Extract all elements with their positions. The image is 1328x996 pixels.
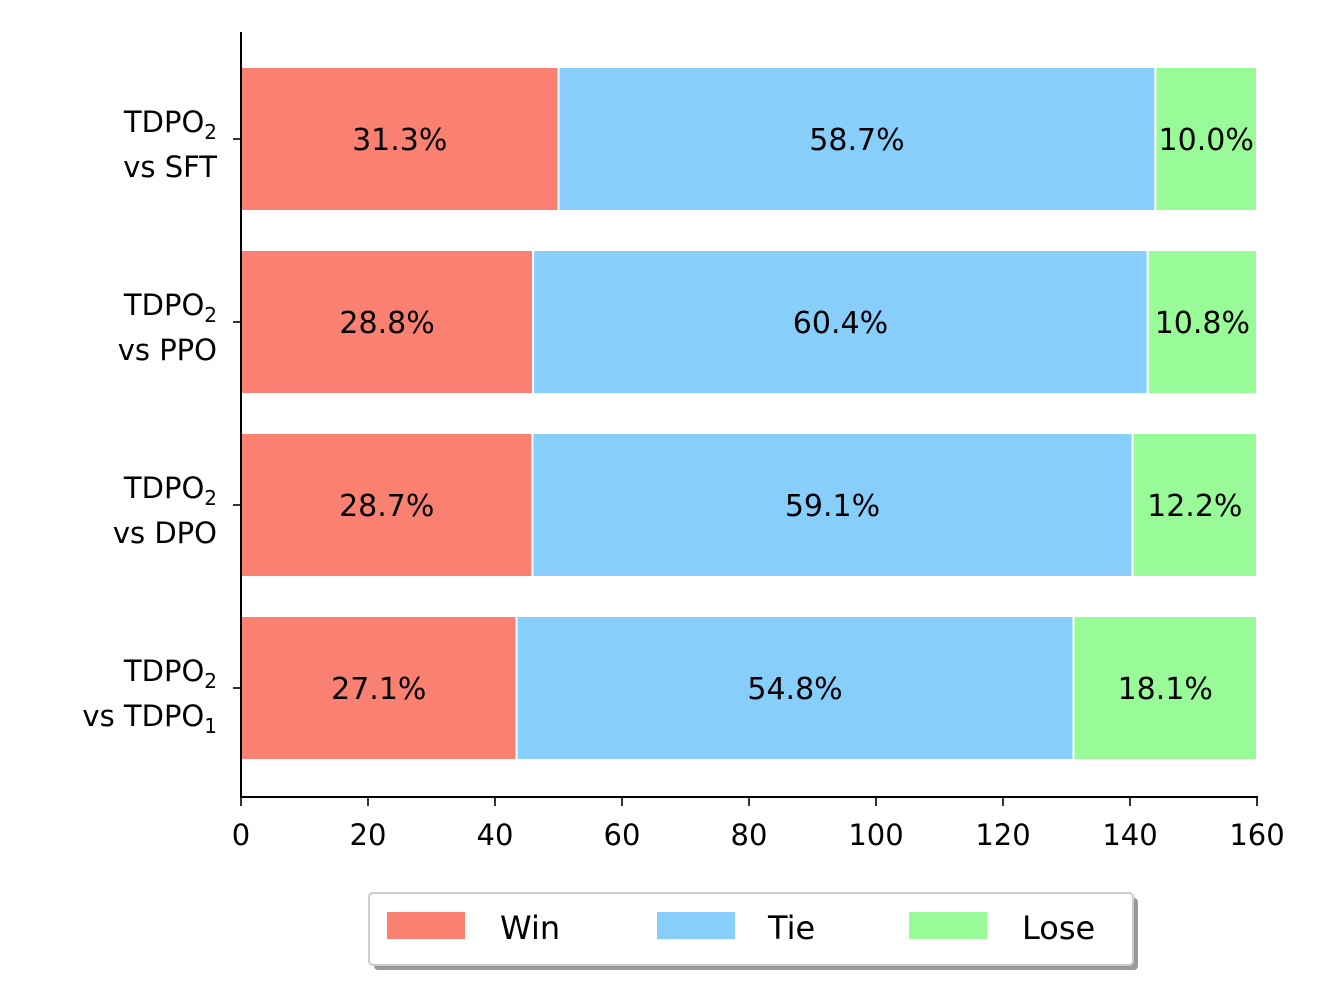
category-label-2: TDPO2 — [123, 471, 217, 510]
bar-label-tie-0: 58.7% — [809, 123, 904, 158]
bar-tie-2 — [531, 432, 1134, 578]
legend-label-win: Win — [500, 909, 560, 947]
bar-win-0 — [240, 66, 560, 212]
bar-label-win-2: 28.7% — [339, 489, 434, 524]
bar-label-win-1: 28.8% — [339, 306, 434, 341]
bar-label-win-0: 31.3% — [352, 123, 447, 158]
x-tick-label-140: 140 — [1102, 818, 1157, 852]
bar-label-lose-2: 12.2% — [1147, 489, 1242, 524]
bar-label-tie-1: 60.4% — [793, 306, 888, 341]
bar-label-win-3: 27.1% — [331, 672, 426, 707]
bar-lose-3 — [1072, 615, 1258, 761]
bar-label-tie-2: 59.1% — [785, 489, 880, 524]
category-label-line2-3: vs TDPO1 — [82, 699, 217, 738]
legend-swatch-tie — [657, 912, 735, 939]
x-tick-label-160: 160 — [1229, 818, 1284, 852]
category-label-line2-1: vs PPO — [118, 333, 217, 367]
x-tick-label-100: 100 — [848, 818, 903, 852]
bars-group — [240, 66, 1259, 761]
category-label-0: TDPO2 — [123, 105, 217, 144]
legend-label-lose: Lose — [1022, 909, 1095, 947]
bar-lose-1 — [1146, 249, 1259, 395]
legend-label-tie: Tie — [767, 909, 815, 947]
category-label-line2-2: vs DPO — [113, 516, 217, 550]
category-label-1: TDPO2 — [123, 288, 217, 327]
x-tick-label-0: 0 — [232, 818, 250, 852]
bar-label-lose-3: 18.1% — [1118, 672, 1213, 707]
bar-label-lose-1: 10.8% — [1155, 306, 1250, 341]
bar-label-lose-0: 10.0% — [1159, 123, 1254, 158]
bar-labels-group: 31.3% 58.7% 10.0% 28.8% 60.4% 10.8% 28.7% 59.1%… — [331, 123, 1254, 707]
bar-tie-0 — [557, 66, 1157, 212]
x-tick-label-40: 40 — [477, 818, 514, 852]
legend: Win Tie Lose — [368, 892, 1138, 970]
legend-swatch-lose — [909, 912, 987, 939]
legend-frame — [368, 892, 1134, 966]
x-tick-label-60: 60 — [604, 818, 641, 852]
bar-win-1 — [240, 249, 535, 395]
y-ticks-group: TDPO2 vs SFT TDPO2 vs PPO TDPO2 vs DPO TDPO2 vs… — [82, 105, 241, 738]
bar-lose-2 — [1131, 432, 1259, 578]
x-tick-label-20: 20 — [350, 818, 387, 852]
bar-win-2 — [240, 432, 534, 578]
x-tick-label-80: 80 — [731, 818, 768, 852]
bar-label-tie-3: 54.8% — [747, 672, 842, 707]
legend-swatch-win — [387, 912, 465, 939]
legend-entries: Win Tie Lose — [387, 909, 1095, 947]
bar-lose-0 — [1154, 66, 1259, 212]
x-ticks-group: 0 20 40 60 80 100 120 140 160 — [232, 797, 1285, 852]
bar-win-3 — [240, 615, 518, 761]
bar-tie-1 — [532, 249, 1149, 395]
category-label-line2-0: vs SFT — [123, 150, 217, 184]
x-tick-label-120: 120 — [975, 818, 1030, 852]
category-label-3: TDPO2 — [123, 654, 217, 693]
